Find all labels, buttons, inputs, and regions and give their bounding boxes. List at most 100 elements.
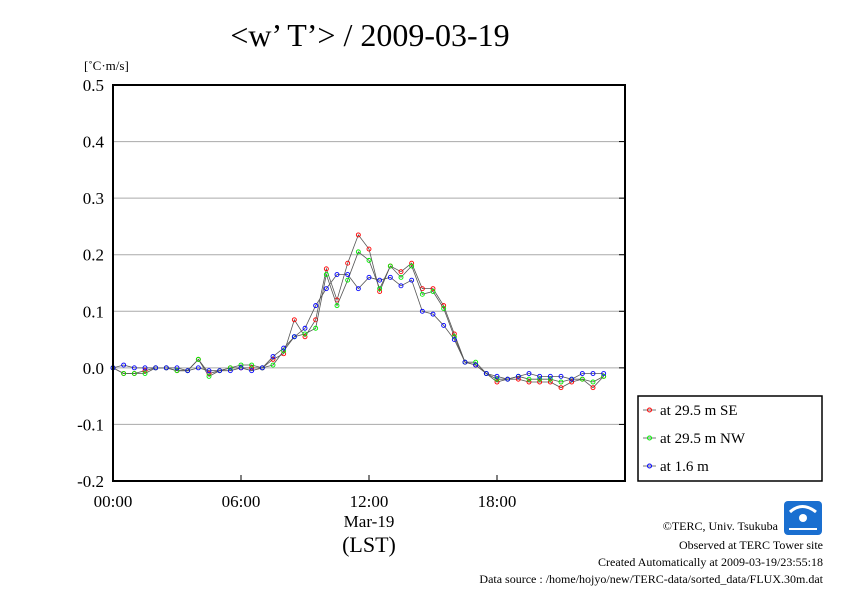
data-point [142,365,148,371]
data-point [590,379,596,385]
data-point [270,354,276,359]
series-2 [110,272,607,382]
data-point [323,266,329,272]
data-point [451,337,457,343]
data-point [195,356,201,362]
data-point [398,274,404,280]
data-point [462,359,468,365]
legend-marker [647,463,652,469]
legend-label: at 29.5 m SE [660,403,738,419]
data-point [366,257,372,263]
x-tick-label: 18:00 [478,492,517,511]
data-point [142,371,148,376]
data-point [558,373,564,379]
data-point [345,272,351,277]
data-point [494,379,500,385]
x-tick-label: 00:00 [94,492,133,511]
data-point [547,373,553,379]
series-line [112,251,604,383]
data-point [494,376,500,382]
data-point [601,373,607,379]
data-point [537,376,543,382]
data-point [313,325,319,331]
data-point [281,348,287,354]
data-point [206,373,212,379]
data-point [249,368,255,374]
data-point [547,376,553,382]
x-axis-label: (LST) [342,532,396,557]
y-tick-label: 0.2 [83,246,104,265]
data-point [270,362,276,368]
y-tick-label: -0.2 [77,472,104,491]
data-point [515,376,521,382]
data-point [355,286,361,292]
data-point [345,277,351,283]
data-point [547,379,553,385]
data-point [217,368,223,374]
data-point [238,362,244,368]
y-tick-label: 0.4 [83,133,105,152]
data-point [601,371,607,376]
x-tick-label: 12:00 [350,492,389,511]
data-point [153,365,159,371]
plot-frame [112,84,626,482]
legend-box [637,395,823,482]
data-point [377,286,383,292]
data-point [590,371,596,376]
data-point [430,289,436,294]
data-point [537,373,543,379]
data-point [302,334,308,340]
data-point [334,303,340,309]
y-tick-label: 0.0 [83,359,104,378]
data-point [441,322,447,328]
data-point [409,260,415,266]
data-point [121,371,127,376]
observed-text: Observed at TERC Tower site [678,538,823,552]
legend-label: at 29.5 m NW [660,431,746,447]
legend: at 29.5 m SE at 29.5 m NW at 1.6 m [637,395,823,482]
y-tick-label: 0.3 [83,189,104,208]
data-point [569,379,575,385]
data-point [302,331,308,337]
y-tick-label: 0.1 [83,302,104,321]
data-point [174,365,180,371]
data-point [227,365,233,371]
data-point [313,303,319,309]
data-point [302,325,308,331]
data-point [505,376,511,382]
data-point [579,371,585,376]
legend-label: at 1.6 m [660,459,709,475]
data-point [419,291,425,297]
data-point [409,263,415,269]
gridlines [113,84,625,482]
data-point [537,379,543,385]
data-point [526,379,532,385]
data-point [174,368,180,374]
y-tick-label: -0.1 [77,415,104,434]
data-point [281,345,287,351]
x-ticks: 00:00 06:00 12:00 18:00 [94,475,517,511]
data-point [185,368,191,374]
data-point [398,269,404,275]
data-point [558,385,564,391]
chart-title: <w’ T’> / 2009-03-19 [230,17,509,53]
data-point [579,376,585,382]
data-point [291,334,297,340]
data-point [227,368,233,374]
data-point [387,274,393,280]
y-tick-label: 0.5 [83,76,104,95]
data-point [270,356,276,362]
date-label: Mar-19 [344,512,395,531]
data-point [323,272,329,277]
data-point [569,376,575,382]
data-point [515,373,521,379]
data-point [355,249,361,255]
created-text: Created Automatically at 2009-03-19/23:5… [598,555,823,569]
data-point [419,308,425,314]
data-point [526,371,532,376]
y-ticks: 0.5 0.4 0.3 0.2 0.1 0.0 -0.1 -0.2 [77,76,625,491]
data-point [494,373,500,379]
data-point [163,365,169,371]
data-point [366,246,372,252]
